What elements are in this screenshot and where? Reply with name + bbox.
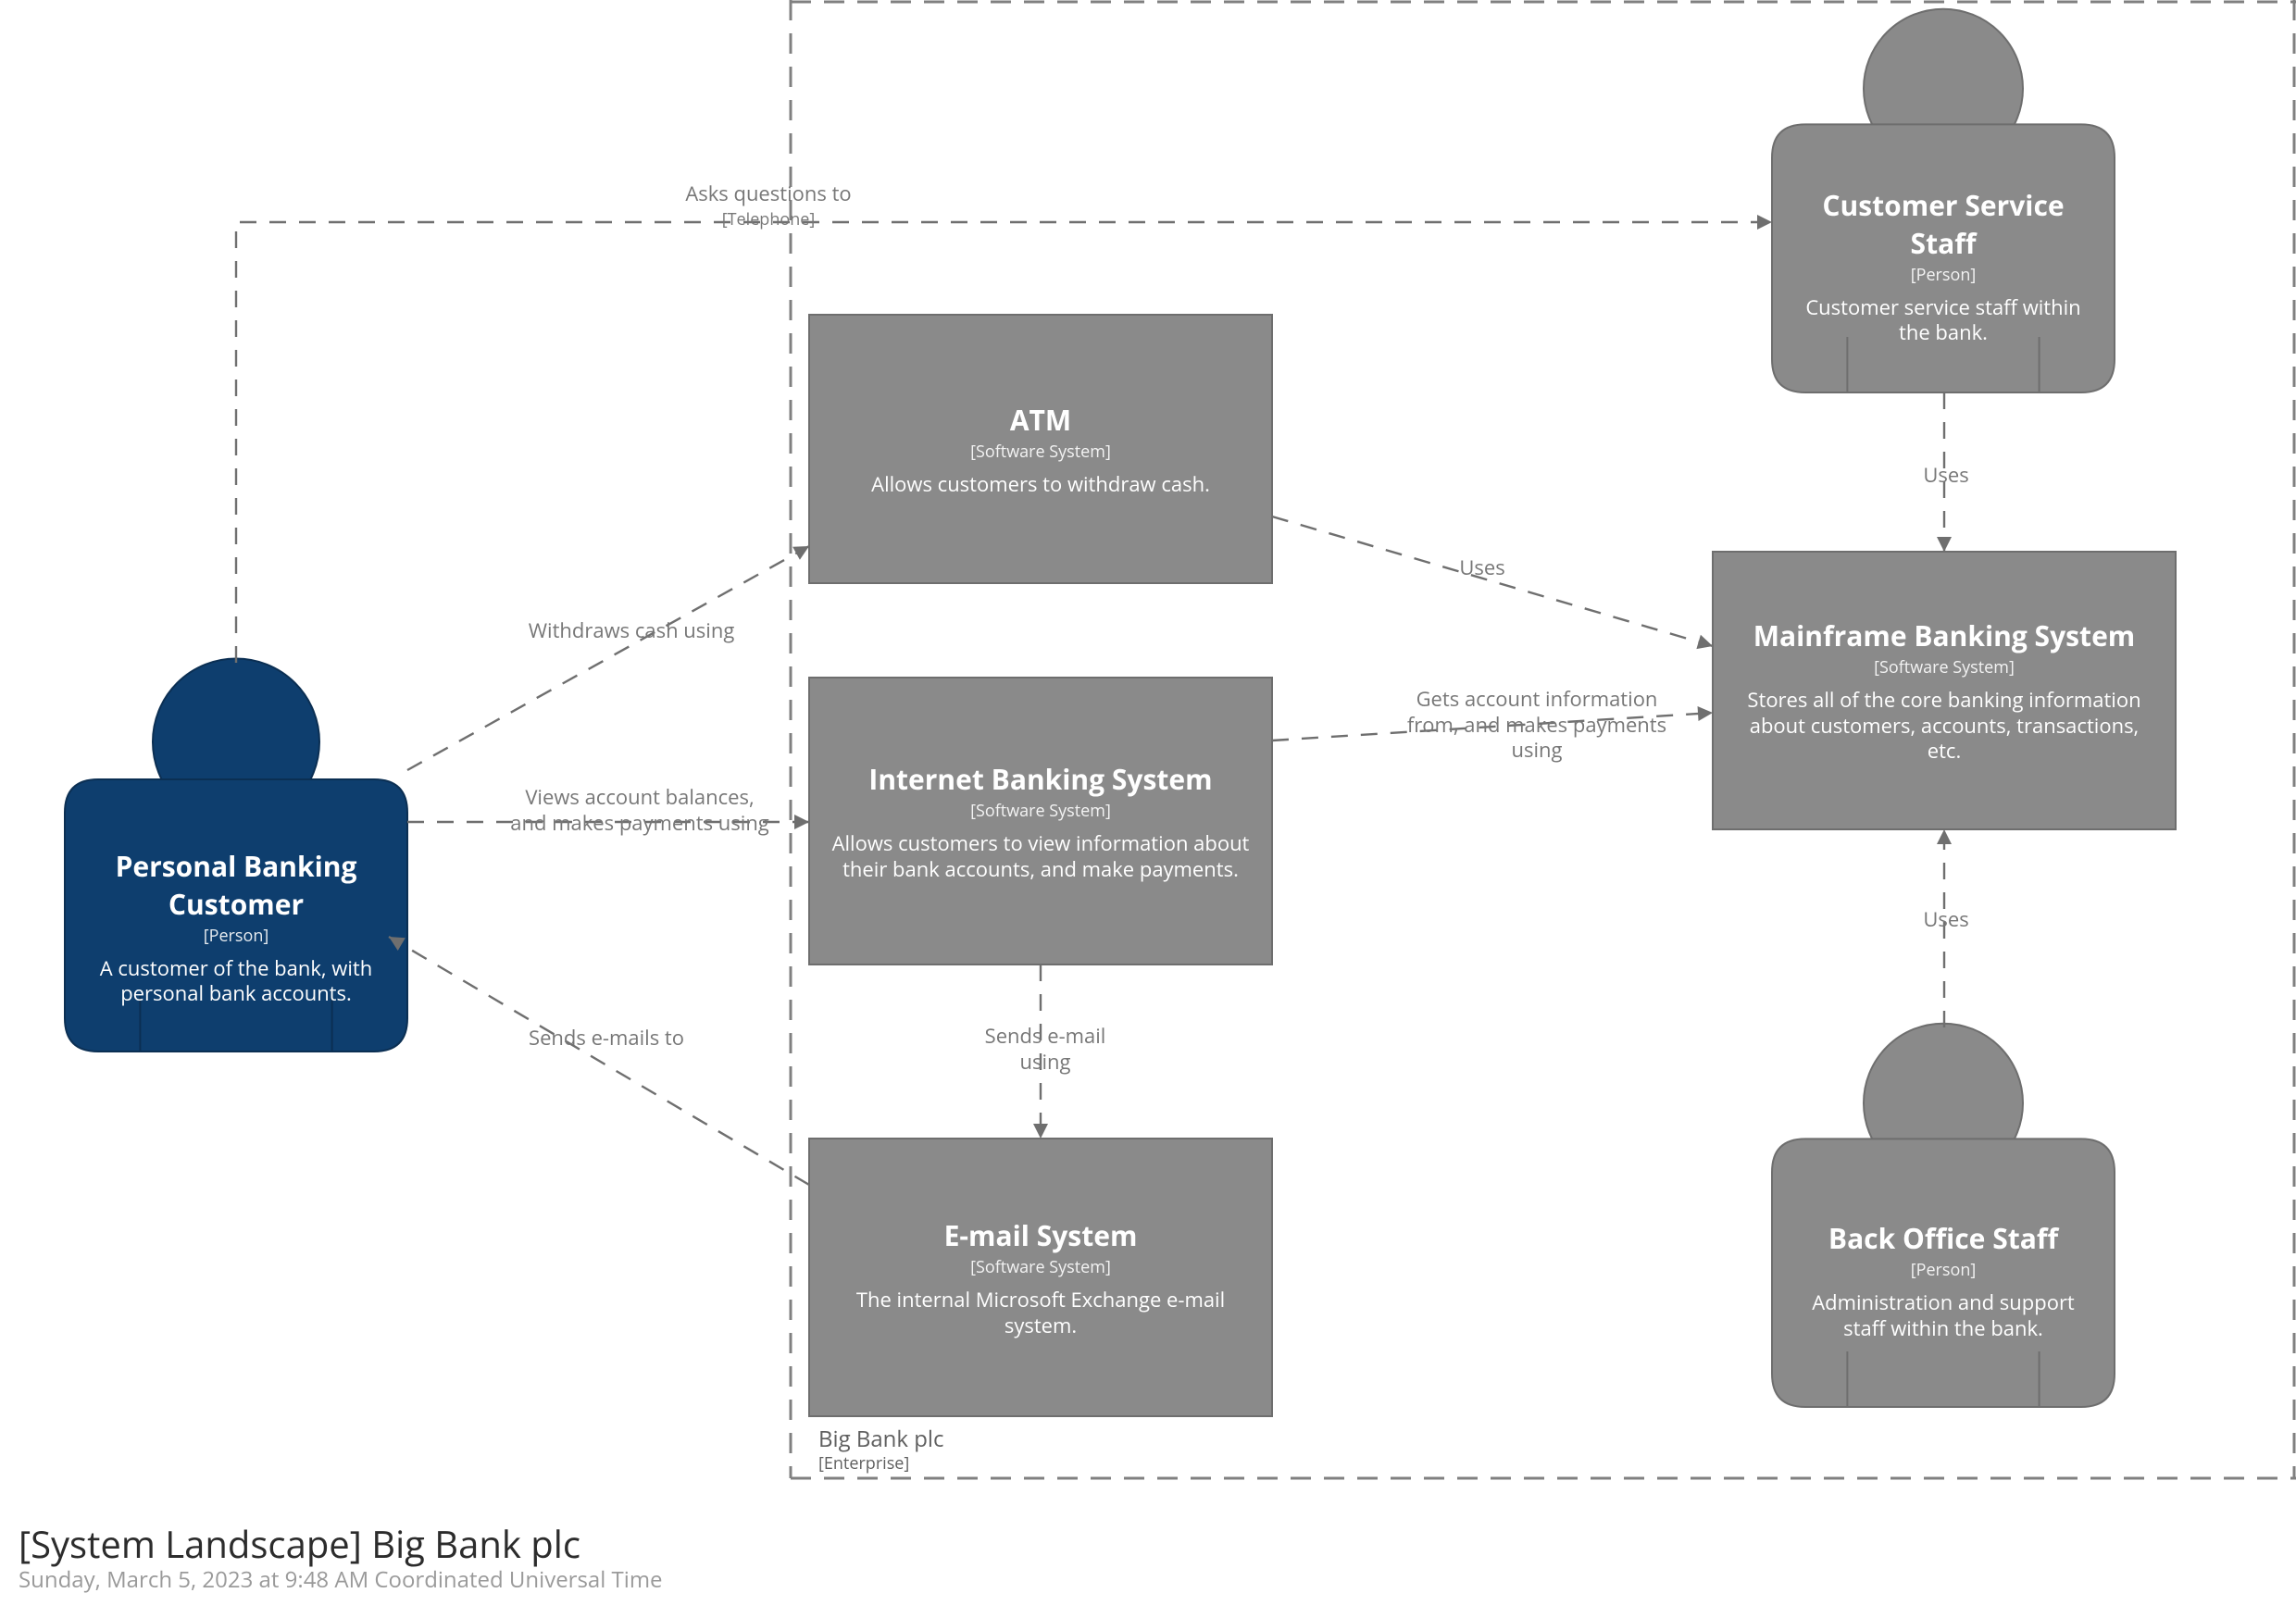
node-meta: [Software System] [1731, 656, 2157, 678]
node-text-mainframe: Mainframe Banking System[Software System… [1713, 552, 2176, 829]
edge-atm_uses [1272, 517, 1713, 646]
edge-label-text: Uses [1923, 461, 1968, 489]
node-meta: [Person] [83, 925, 389, 947]
edge-label-withdraw: Withdraws cash using [511, 618, 752, 644]
edge-label-bo_uses: Uses [1909, 907, 1983, 933]
edge-label-text: Asks questions to [685, 180, 851, 207]
edge-label-email_customer: Sends e-mails to [500, 1026, 713, 1052]
edge-label-ibs_email: Sends e-mail using [957, 1024, 1133, 1075]
boundary-meta: [Enterprise] [818, 1453, 943, 1475]
node-text-ibs: Internet Banking System[Software System]… [809, 678, 1272, 965]
edge-label-text: Views account balances, and makes paymen… [510, 783, 769, 837]
footer-title: [System Landscape] Big Bank plc [19, 1518, 580, 1569]
edge-label-views: Views account balances, and makes paymen… [505, 785, 774, 836]
boundary-label: Big Bank plc[Enterprise] [818, 1425, 943, 1475]
node-title: E-mail System [828, 1216, 1254, 1254]
node-title: Personal Banking Customer [83, 847, 389, 923]
node-desc: Allows customers to withdraw cash. [828, 472, 1254, 498]
node-title: Customer Service Staff [1791, 186, 2096, 262]
edge-withdraw [407, 546, 809, 770]
diagram-stage: Big Bank plc[Enterprise] Personal Banking… [0, 0, 2296, 1618]
edge-label-text: Sends e-mail using [985, 1022, 1106, 1076]
edge-label-asks: Asks questions to[Telephone] [648, 181, 889, 230]
node-meta: [Software System] [828, 441, 1254, 463]
node-meta: [Software System] [828, 800, 1254, 822]
edge-label-ibs_gets: Gets account information from, and makes… [1398, 687, 1676, 764]
edge-label-text: Sends e-mails to [529, 1024, 684, 1052]
node-text-email: E-mail System[Software System] The intern… [809, 1139, 1272, 1416]
node-meta: [Person] [1791, 1259, 2096, 1281]
boundary-name: Big Bank plc [818, 1424, 943, 1454]
edge-tech: [Telephone] [648, 209, 889, 230]
node-title: Mainframe Banking System [1731, 616, 2157, 654]
edge-label-css_uses: Uses [1909, 463, 1983, 489]
node-title: Internet Banking System [828, 760, 1254, 798]
edge-label-atm_uses: Uses [1441, 555, 1524, 581]
node-title: Back Office Staff [1791, 1219, 2096, 1257]
node-meta: [Software System] [828, 1256, 1254, 1278]
node-desc: The internal Microsoft Exchange e-mail s… [828, 1288, 1254, 1338]
node-desc: Allows customers to view information abo… [828, 831, 1254, 882]
footer-subtitle: Sunday, March 5, 2023 at 9:48 AM Coordin… [19, 1564, 663, 1595]
node-desc: Administration and support staff within … [1791, 1290, 2096, 1341]
edge-label-text: Uses [1923, 905, 1968, 933]
edge-label-text: Uses [1459, 554, 1504, 581]
node-text-customer: Personal Banking Customer[Person] A custo… [65, 802, 407, 1052]
edge-label-text: Withdraws cash using [529, 616, 735, 644]
node-title: ATM [828, 401, 1254, 439]
node-desc: Customer service staff within the bank. [1791, 295, 2096, 346]
node-text-css_staff: Customer Service Staff[Person] Customer s… [1772, 139, 2115, 392]
node-text-atm: ATM[Software System] Allows customers to … [809, 315, 1272, 583]
edge-label-text: Gets account information from, and makes… [1407, 685, 1666, 764]
node-desc: Stores all of the core banking informati… [1731, 688, 2157, 765]
edge-email_customer [389, 937, 809, 1185]
node-desc: A customer of the bank, with personal ba… [83, 956, 389, 1007]
node-meta: [Person] [1791, 264, 2096, 286]
node-text-back_office: Back Office Staff[Person] Administration … [1772, 1153, 2115, 1407]
